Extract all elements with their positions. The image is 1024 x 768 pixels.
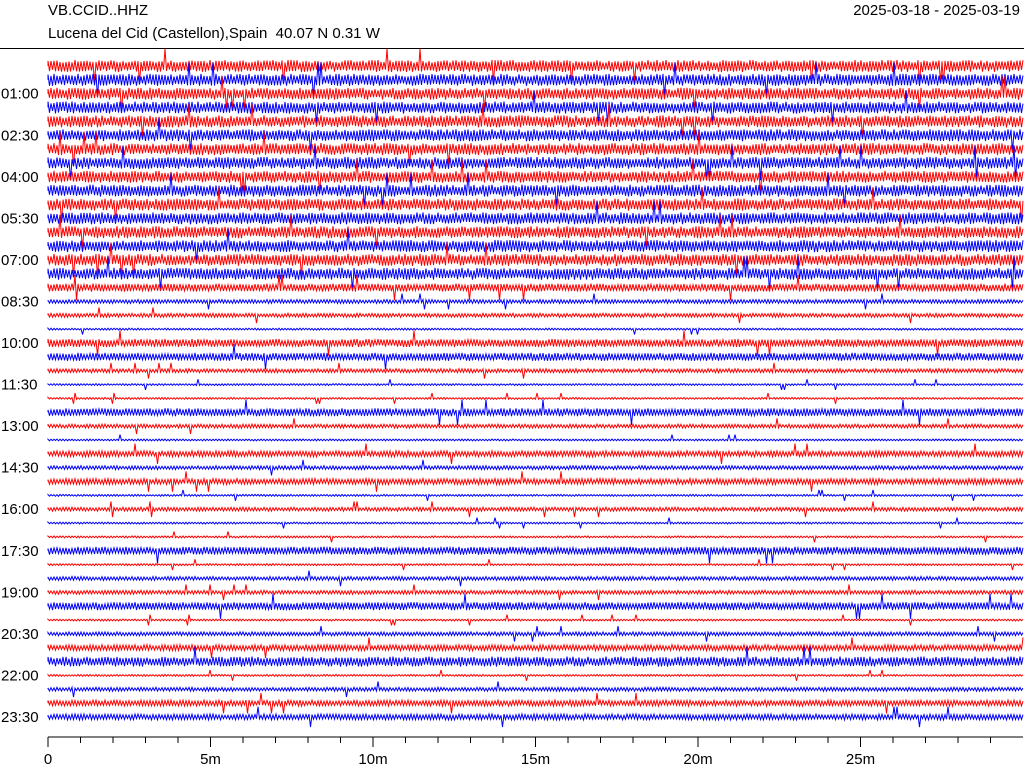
trace-row-44 <box>47 669 1024 681</box>
trace-row-11 <box>47 200 1024 225</box>
trace-row-4 <box>47 103 1024 139</box>
trace-row-33 <box>47 517 1024 529</box>
time-label: 08:30 <box>1 293 39 310</box>
time-labels: 01:00 02:30 04:00 05:30 07:00 08:30 10:00 11:30… <box>0 84 46 726</box>
header-divider <box>0 48 1024 49</box>
trace-row-47 <box>47 706 1024 728</box>
trace-row-9 <box>47 173 1024 209</box>
trace-row-46 <box>47 692 1024 714</box>
trace-row-37 <box>47 570 1024 587</box>
trace-row-26 <box>47 418 1024 434</box>
time-label: 10:00 <box>1 335 39 352</box>
time-label-bg <box>0 167 46 186</box>
time-label: 07:00 <box>1 252 39 269</box>
time-label: 17:30 <box>1 543 39 560</box>
trace-row-0 <box>47 48 1024 84</box>
trace-row-5 <box>47 117 1024 153</box>
trace-row-36 <box>47 559 1024 571</box>
trace-row-29 <box>47 459 1024 476</box>
time-label-bg <box>0 500 46 519</box>
time-label: 04:00 <box>1 169 39 186</box>
time-label: 05:30 <box>1 210 39 227</box>
trace-row-24 <box>47 392 1024 404</box>
x-axis: 0 5m 10m 15m 20m 25m <box>44 736 1023 768</box>
x-tick-label: 0 <box>44 751 52 768</box>
trace-row-1 <box>47 62 1024 98</box>
time-label: 19:00 <box>1 584 39 601</box>
time-label: 02:30 <box>1 127 39 144</box>
trace-row-34 <box>47 531 1024 543</box>
trace-row-16 <box>47 274 1024 301</box>
trace-row-18 <box>47 307 1024 324</box>
seismic-traces <box>47 48 1024 728</box>
time-label-bg <box>0 707 46 726</box>
trace-row-17 <box>47 293 1024 310</box>
time-label-bg <box>0 126 46 145</box>
time-label: 14:30 <box>1 460 39 477</box>
station-code: VB.CCID..HHZ <box>48 2 149 19</box>
time-label-bg <box>0 417 46 436</box>
x-tick-label: 10m <box>358 751 387 768</box>
trace-row-23 <box>47 379 1024 391</box>
trace-row-22 <box>47 362 1024 379</box>
time-label: 16:00 <box>1 501 39 518</box>
x-tick-label: 5m <box>200 751 221 768</box>
trace-row-21 <box>47 344 1024 370</box>
time-label-bg <box>0 250 46 269</box>
trace-row-27 <box>47 434 1024 442</box>
x-tick-label: 25m <box>846 751 875 768</box>
trace-row-35 <box>47 545 1024 564</box>
trace-row-8 <box>47 159 1024 195</box>
trace-row-32 <box>47 501 1024 518</box>
time-label: 23:30 <box>1 709 39 726</box>
trace-row-30 <box>47 471 1024 492</box>
trace-row-40 <box>47 614 1024 626</box>
time-label-bg <box>0 375 46 394</box>
trace-row-7 <box>47 145 1024 181</box>
trace-row-13 <box>47 228 1024 264</box>
trace-row-31 <box>47 489 1024 501</box>
time-label: 01:00 <box>1 86 39 103</box>
trace-row-39 <box>47 593 1024 619</box>
trace-row-15 <box>47 256 1024 292</box>
trace-row-41 <box>47 626 1024 642</box>
time-label-bg <box>0 209 46 228</box>
trace-row-38 <box>47 584 1024 601</box>
time-label: 22:00 <box>1 667 39 684</box>
time-label-bg <box>0 541 46 560</box>
trace-row-20 <box>47 330 1024 356</box>
time-label-bg <box>0 292 46 311</box>
time-label-bg <box>0 583 46 602</box>
time-label-bg <box>0 624 46 643</box>
time-label-bg <box>0 458 46 477</box>
time-label: 11:30 <box>1 377 37 394</box>
trace-row-45 <box>47 681 1024 698</box>
trace-row-10 <box>47 187 1024 222</box>
station-location: Lucena del Cid (Castellon),Spain 40.07 N… <box>48 25 380 42</box>
trace-row-3 <box>47 90 1024 125</box>
trace-row-12 <box>47 214 1024 250</box>
trace-row-25 <box>47 399 1024 425</box>
date-range: 2025-03-18 - 2025-03-19 <box>853 2 1020 19</box>
trace-row-42 <box>47 637 1024 658</box>
trace-row-43 <box>47 646 1024 667</box>
time-label-bg <box>0 334 46 352</box>
time-label: 20:30 <box>1 626 39 643</box>
x-tick-label: 20m <box>683 751 712 768</box>
trace-row-19 <box>47 326 1024 335</box>
trace-row-6 <box>47 131 1024 167</box>
time-label-bg <box>0 84 46 103</box>
time-label: 13:00 <box>1 418 39 435</box>
time-label-bg <box>0 666 46 685</box>
x-tick-label: 15m <box>521 751 550 768</box>
trace-row-28 <box>47 443 1024 465</box>
trace-row-14 <box>47 242 1024 278</box>
